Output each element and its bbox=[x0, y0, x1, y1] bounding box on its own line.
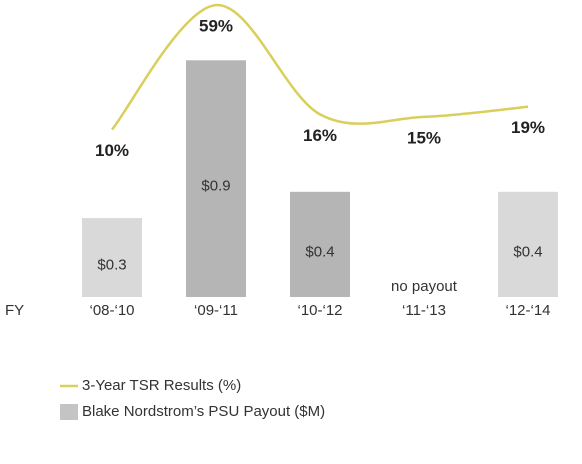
x-tick-label: ‘10-‘12 bbox=[297, 302, 342, 319]
bar bbox=[290, 191, 350, 297]
x-tick-label: ‘09-‘11 bbox=[194, 302, 238, 319]
bar bbox=[498, 191, 558, 297]
bar bbox=[186, 60, 246, 297]
bar-label: $0.4 bbox=[305, 243, 334, 260]
line-label: 59% bbox=[199, 17, 233, 36]
legend-swatch bbox=[60, 404, 78, 420]
line-label: 19% bbox=[511, 118, 545, 137]
line-label: 16% bbox=[303, 126, 337, 145]
x-tick-label: ‘08-‘10 bbox=[89, 302, 134, 319]
legend-label: Blake Nordstrom’s PSU Payout ($M) bbox=[82, 403, 325, 420]
bar-label: no payout bbox=[391, 278, 458, 295]
bar-label: $0.3 bbox=[97, 257, 126, 274]
bar-label: $0.9 bbox=[201, 178, 230, 195]
line bbox=[111, 3, 529, 131]
x-axis-label: FY bbox=[5, 302, 24, 319]
x-tick-label: ‘11-‘13 bbox=[402, 302, 446, 319]
x-tick-label: ‘12-‘14 bbox=[505, 302, 550, 319]
bar-label: $0.4 bbox=[513, 243, 542, 260]
line-label: 10% bbox=[95, 141, 129, 160]
bar bbox=[82, 218, 142, 297]
legend-label: 3-Year TSR Results (%) bbox=[82, 377, 241, 394]
line-label: 15% bbox=[407, 128, 441, 147]
